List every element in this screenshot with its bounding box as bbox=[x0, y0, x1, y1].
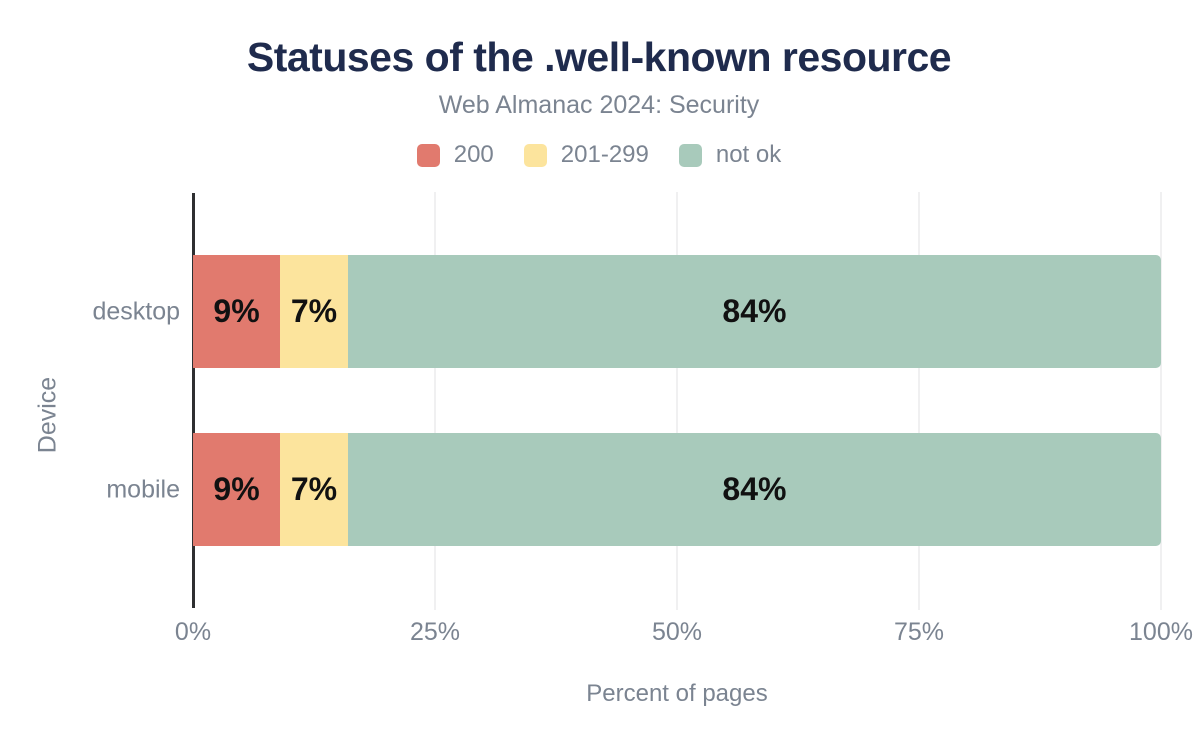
legend-swatch-not-ok bbox=[678, 143, 702, 167]
bar-segment-desktop-201-299[interactable]: 7% bbox=[280, 255, 348, 368]
plot-area: desktop 9% 7% 84% mobile 9% 7% 84% 0% 25% 50% 75% 1… bbox=[92, 192, 1193, 707]
bar-segment-mobile-200[interactable]: 9% bbox=[193, 433, 281, 546]
bar-segment-mobile-not-ok[interactable]: 84% bbox=[347, 433, 1161, 546]
bar-value-label: 7% bbox=[290, 293, 338, 329]
chart-title: Statuses of the .well-known resource bbox=[246, 34, 952, 80]
x-tick-25: 25% bbox=[409, 618, 461, 646]
bar-row-desktop: desktop 9% 7% 84% bbox=[92, 255, 1161, 368]
x-tick-75: 75% bbox=[893, 618, 945, 646]
y-axis-line bbox=[192, 193, 195, 608]
bar-segment-desktop-not-ok[interactable]: 84% bbox=[347, 255, 1161, 368]
legend-swatch-201-299 bbox=[523, 143, 547, 167]
bar-row-mobile: mobile 9% 7% 84% bbox=[106, 433, 1161, 546]
legend-swatch-200 bbox=[416, 143, 440, 167]
legend-label: 201-299 bbox=[560, 141, 649, 168]
category-label-mobile: mobile bbox=[106, 475, 180, 503]
x-tick-100: 100% bbox=[1129, 618, 1193, 646]
legend-item-200[interactable]: 200 bbox=[416, 141, 494, 169]
legend-item-201-299[interactable]: 201-299 bbox=[523, 141, 649, 169]
gridline-25 bbox=[434, 192, 436, 610]
gridline-50 bbox=[676, 192, 678, 610]
bar-segment-mobile-201-299[interactable]: 7% bbox=[280, 433, 348, 546]
legend-label: not ok bbox=[715, 141, 782, 168]
x-tick-50: 50% bbox=[651, 618, 703, 646]
bar-value-label: 84% bbox=[722, 471, 787, 507]
gridline-100 bbox=[1160, 192, 1162, 610]
chart-subtitle: Web Almanac 2024: Security bbox=[438, 91, 760, 119]
bar-segment-desktop-200[interactable]: 9% bbox=[193, 255, 281, 368]
x-tick-0: 0% bbox=[174, 618, 212, 646]
category-label-desktop: desktop bbox=[92, 297, 180, 325]
y-axis-title: Device bbox=[33, 376, 62, 454]
legend-label: 200 bbox=[453, 141, 494, 168]
gridline-75 bbox=[918, 192, 920, 610]
bar-value-label: 7% bbox=[290, 471, 338, 507]
legend-item-not-ok[interactable]: not ok bbox=[678, 141, 782, 169]
bar-value-label: 9% bbox=[213, 293, 260, 329]
bar-value-label: 9% bbox=[213, 471, 260, 507]
bar-value-label: 84% bbox=[722, 293, 787, 329]
legend: 200 201-299 not ok bbox=[0, 141, 1198, 169]
x-axis-title: Percent of pages bbox=[586, 680, 768, 707]
